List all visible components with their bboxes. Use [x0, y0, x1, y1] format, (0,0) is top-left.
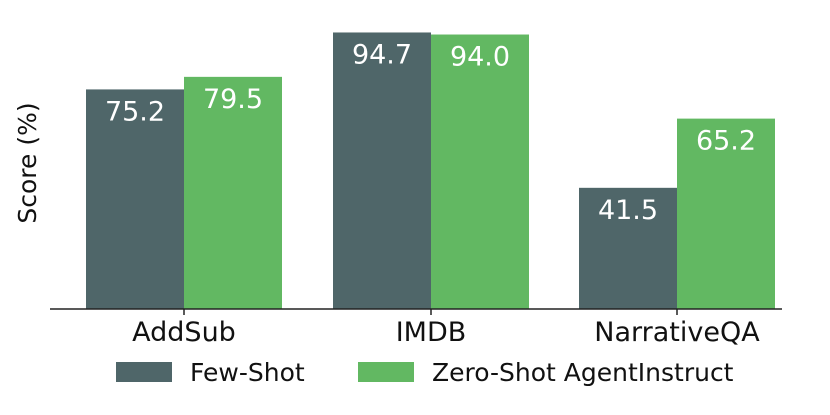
legend-label-few-shot: Few-Shot [190, 357, 305, 387]
x-tick-label-addsub: AddSub [132, 317, 236, 348]
legend: Few-Shot Zero-Shot AgentInstruct [0, 352, 830, 392]
data-label-zero-shot-agentinstruct-imdb: 94.0 [450, 42, 510, 73]
bar-zero-shot-agentinstruct-narrativeqa [677, 118, 775, 309]
bar-chart: Score (%) 75.2 79.5 94.7 94.0 41.5 65.2 AddSu… [13, 32, 782, 348]
data-label-few-shot-imdb: 94.7 [352, 39, 412, 70]
legend-swatch-few-shot [116, 362, 172, 382]
bars-layer [86, 32, 775, 310]
x-tick-label-imdb: IMDB [396, 317, 467, 348]
bar-few-shot-imdb [333, 32, 431, 309]
legend-label-zero-shot-agentinstruct: Zero-Shot AgentInstruct [432, 357, 734, 387]
bar-few-shot-narrativeqa [579, 187, 677, 309]
bar-zero-shot-agentinstruct-imdb [431, 34, 529, 310]
bar-zero-shot-agentinstruct-addsub [184, 76, 282, 309]
y-axis-label: Score (%) [13, 102, 42, 223]
bar-few-shot-addsub [86, 89, 184, 309]
x-tick-labels: AddSub IMDB NarrativeQA [132, 309, 760, 348]
x-tick-label-narrativeqa: NarrativeQA [594, 317, 760, 348]
legend-item-zero-shot-agentinstruct: Zero-Shot AgentInstruct [358, 352, 734, 392]
legend-swatch-zero-shot-agentinstruct [358, 362, 414, 382]
data-label-few-shot-addsub: 75.2 [105, 96, 165, 127]
legend-item-few-shot: Few-Shot [116, 352, 305, 392]
data-label-zero-shot-agentinstruct-narrativeqa: 65.2 [696, 126, 756, 157]
data-label-zero-shot-agentinstruct-addsub: 79.5 [203, 84, 263, 115]
data-label-few-shot-narrativeqa: 41.5 [598, 195, 658, 226]
data-labels-layer: 75.2 79.5 94.7 94.0 41.5 65.2 [105, 39, 756, 225]
